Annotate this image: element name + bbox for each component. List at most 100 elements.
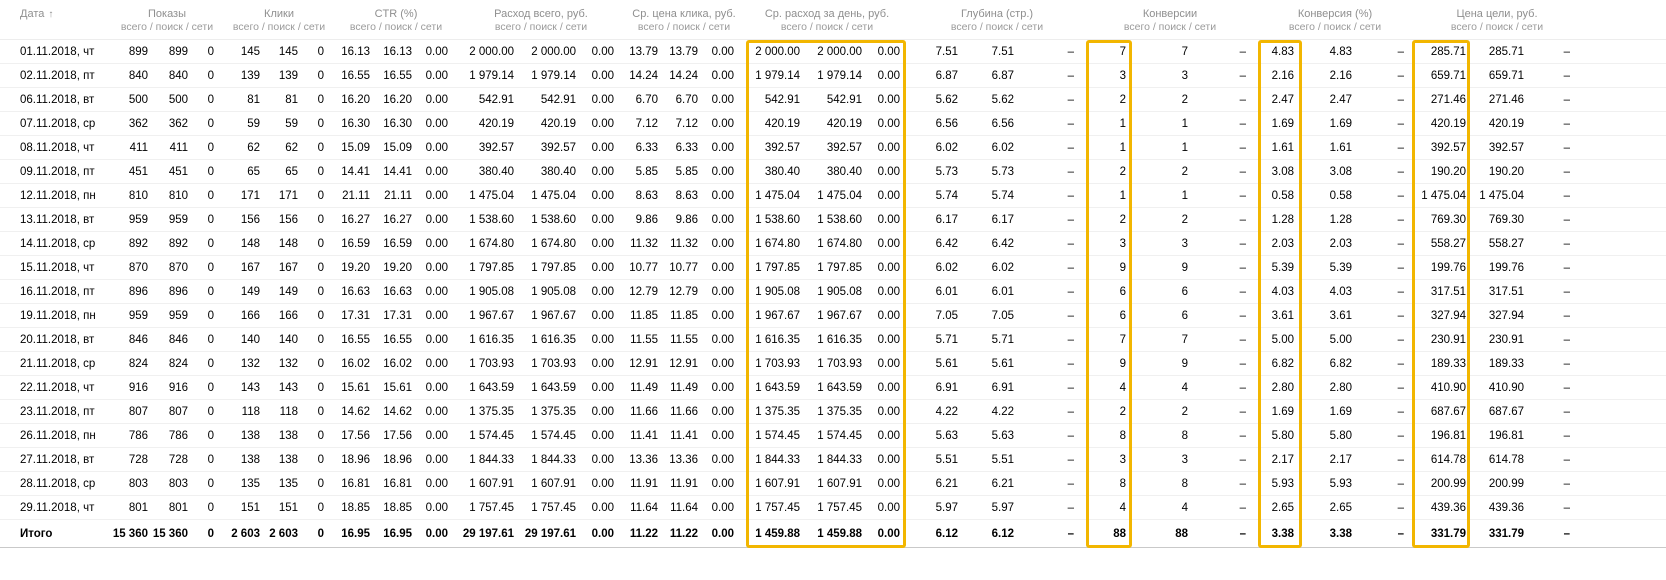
- metric-cell: 1 703.93: [469, 358, 514, 370]
- column-group-header[interactable]: Клики всего / поиск / сети: [224, 0, 334, 39]
- metric-cell: –: [1239, 334, 1246, 346]
- metric-cell: 0.00: [877, 190, 900, 202]
- metric-cell: 21.11: [342, 190, 370, 202]
- metric-cell: 392.57: [826, 142, 862, 154]
- metric-cell: 1 979.14: [469, 70, 514, 82]
- metric-cell: 614.78: [1488, 454, 1524, 466]
- metric-cell: 149: [240, 286, 260, 298]
- table-row: 08.11.2018, чт 411 411 0 62 62 0 15.09 1…: [0, 136, 1666, 160]
- metric-cell: 1 844.33: [531, 454, 576, 466]
- table-row: 26.11.2018, пн 786 786 0 138 138 0 17.56…: [0, 424, 1666, 448]
- column-group-header[interactable]: CTR (%) всего / поиск / сети: [334, 0, 458, 39]
- column-group-name: Конверсия (%): [1297, 8, 1373, 20]
- column-group-header[interactable]: Глубина (стр.) всего / поиск / сети: [910, 0, 1084, 39]
- metric-cell: 4: [1181, 502, 1188, 514]
- metric-cell: 1.61: [1329, 142, 1352, 154]
- metric-cell: 1 797.85: [531, 262, 576, 274]
- table-row: 14.11.2018, ср 892 892 0 148 148 0 16.59…: [0, 232, 1666, 256]
- metric-cell: 2.17: [1329, 454, 1352, 466]
- metric-cell: 1 674.80: [469, 238, 514, 250]
- metric-cell: 558.27: [1488, 238, 1524, 250]
- column-group-header[interactable]: Ср. цена клика, руб. всего / поиск / сет…: [624, 0, 744, 39]
- metric-cell: 11.49: [630, 382, 658, 394]
- column-group-header[interactable]: Показы всего / поиск / сети: [110, 0, 224, 39]
- metric-cell: 6.01: [935, 286, 958, 298]
- column-group-sublabels: всего / поиск / сети: [1123, 21, 1217, 33]
- metric-cell: 1.69: [1271, 406, 1294, 418]
- metric-cell: 959: [128, 214, 148, 226]
- metric-cell: 0: [317, 454, 324, 466]
- metric-cell: 410.90: [1488, 382, 1524, 394]
- metric-cell: 8: [1181, 478, 1188, 490]
- metric-cell: 1 757.45: [755, 502, 800, 514]
- column-group-header[interactable]: Конверсия (%) всего / поиск / сети: [1256, 0, 1414, 39]
- metric-cell: 327.94: [1488, 310, 1524, 322]
- metric-cell: 11.91: [630, 478, 658, 490]
- table-row: 21.11.2018, ср 824 824 0 132 132 0 16.02…: [0, 352, 1666, 376]
- metric-cell: 2.03: [1329, 238, 1352, 250]
- metric-cell: 0.00: [425, 142, 448, 154]
- metric-cell: 0: [207, 238, 214, 250]
- column-header-date[interactable]: Дата ↑: [0, 0, 110, 39]
- metric-cell: 420.19: [764, 118, 800, 130]
- column-group-header[interactable]: Расход всего, руб. всего / поиск / сети: [458, 0, 624, 39]
- metric-cell: 5.51: [991, 454, 1014, 466]
- metric-cell: 16.55: [341, 70, 370, 82]
- metric-cell: 0.00: [425, 94, 448, 106]
- metric-cell: 1 607.91: [469, 478, 514, 490]
- metric-cell: 2 000.00: [469, 46, 514, 58]
- metric-cell: 15 360: [112, 528, 148, 540]
- metric-cell: 0: [317, 430, 324, 442]
- metric-cell: 0: [207, 46, 214, 58]
- metric-cell: 1 844.33: [755, 454, 800, 466]
- metric-cell: 5.93: [1329, 478, 1352, 490]
- metric-cell: 916: [168, 382, 188, 394]
- metric-cell: 167: [278, 262, 298, 274]
- metric-cell: 1 375.35: [469, 406, 514, 418]
- metric-cell: 156: [240, 214, 260, 226]
- metric-cell: 1 844.33: [817, 454, 862, 466]
- metric-cell: –: [1067, 118, 1074, 130]
- date-cell: 01.11.2018, чт: [20, 46, 95, 58]
- metric-cell: 439.36: [1430, 502, 1466, 514]
- metric-cell: –: [1563, 406, 1570, 418]
- metric-cell: 5.74: [935, 190, 958, 202]
- table-row: 07.11.2018, ср 362 362 0 59 59 0 16.30 1…: [0, 112, 1666, 136]
- column-group-header[interactable]: Ср. расход за день, руб. всего / поиск /…: [744, 0, 910, 39]
- metric-cell: 959: [128, 310, 148, 322]
- metric-cell: 190.20: [1488, 166, 1524, 178]
- metric-cell: 500: [128, 94, 148, 106]
- metric-cell: 5.39: [1329, 262, 1352, 274]
- metric-cell: 13.79: [629, 46, 658, 58]
- metric-cell: –: [1563, 334, 1570, 346]
- metric-cell: 2: [1181, 214, 1188, 226]
- metric-cell: –: [1563, 190, 1570, 202]
- metric-cell: 0: [317, 142, 324, 154]
- metric-cell: 542.91: [540, 94, 576, 106]
- metric-cell: 0.00: [877, 310, 900, 322]
- metric-cell: 1 475.04: [469, 190, 514, 202]
- metric-cell: 0: [317, 262, 324, 274]
- metric-cell: 145: [240, 46, 260, 58]
- metric-cell: –: [1239, 310, 1246, 322]
- metric-cell: –: [1397, 94, 1404, 106]
- column-group-header[interactable]: Цена цели, руб. всего / поиск / сети: [1414, 0, 1580, 39]
- metric-cell: 687.67: [1488, 406, 1524, 418]
- metric-cell: –: [1563, 166, 1570, 178]
- metric-cell: 5.63: [935, 430, 958, 442]
- metric-cell: 1.69: [1329, 406, 1352, 418]
- metric-cell: 0: [317, 310, 324, 322]
- totals-row: Итого 15 360 15 360 0 2 603 2 603 0 16.9…: [0, 520, 1666, 548]
- metric-cell: 15.09: [341, 142, 370, 154]
- table-row: 29.11.2018, чт 801 801 0 151 151 0 18.85…: [0, 496, 1666, 520]
- metric-cell: 500: [168, 94, 188, 106]
- metric-cell: –: [1239, 70, 1246, 82]
- table-row: 22.11.2018, чт 916 916 0 143 143 0 15.61…: [0, 376, 1666, 400]
- column-group-sublabels: всего / поиск / сети: [637, 21, 731, 33]
- metric-cell: 786: [128, 430, 148, 442]
- column-group-header[interactable]: Конверсии всего / поиск / сети: [1084, 0, 1256, 39]
- metric-cell: 2.17: [1271, 454, 1294, 466]
- metric-cell: 846: [128, 334, 148, 346]
- metric-cell: 1 475.04: [1421, 190, 1466, 202]
- metric-cell: 6.56: [991, 118, 1014, 130]
